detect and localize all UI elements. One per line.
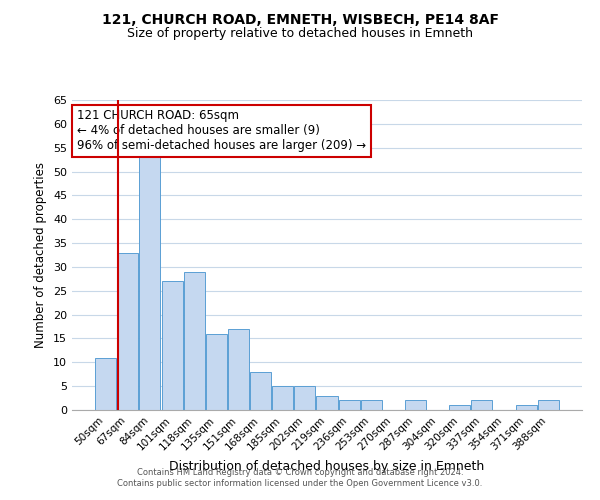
- Bar: [139, 152, 160, 410]
- Bar: [538, 400, 559, 410]
- Bar: [184, 272, 205, 410]
- Bar: [95, 358, 116, 410]
- Bar: [472, 400, 493, 410]
- Bar: [361, 400, 382, 410]
- Bar: [161, 281, 182, 410]
- Bar: [250, 372, 271, 410]
- Y-axis label: Number of detached properties: Number of detached properties: [34, 162, 47, 348]
- Bar: [316, 396, 338, 410]
- Text: 121, CHURCH ROAD, EMNETH, WISBECH, PE14 8AF: 121, CHURCH ROAD, EMNETH, WISBECH, PE14 …: [101, 12, 499, 26]
- Bar: [405, 400, 426, 410]
- X-axis label: Distribution of detached houses by size in Emneth: Distribution of detached houses by size …: [169, 460, 485, 473]
- Bar: [338, 400, 359, 410]
- Bar: [228, 329, 249, 410]
- Bar: [449, 405, 470, 410]
- Text: Size of property relative to detached houses in Emneth: Size of property relative to detached ho…: [127, 28, 473, 40]
- Bar: [295, 386, 316, 410]
- Text: 121 CHURCH ROAD: 65sqm
← 4% of detached houses are smaller (9)
96% of semi-detac: 121 CHURCH ROAD: 65sqm ← 4% of detached …: [77, 110, 366, 152]
- Text: Contains HM Land Registry data © Crown copyright and database right 2024.
Contai: Contains HM Land Registry data © Crown c…: [118, 468, 482, 487]
- Bar: [206, 334, 227, 410]
- Bar: [272, 386, 293, 410]
- Bar: [515, 405, 536, 410]
- Bar: [118, 252, 139, 410]
